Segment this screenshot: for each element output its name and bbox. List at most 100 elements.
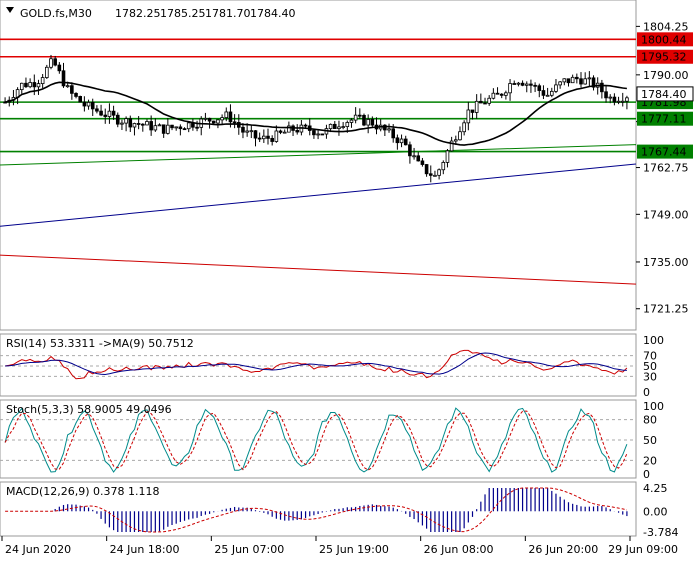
trend-line [0, 254, 636, 285]
candle-body [28, 82, 32, 88]
candle-body [358, 114, 362, 117]
candle-body [399, 138, 404, 144]
candle-body [587, 77, 592, 80]
support-level-label: 1777.11 [641, 113, 687, 126]
candle-body [424, 164, 429, 175]
candle-body [153, 125, 158, 131]
axis-tick-label: 20 [643, 454, 657, 467]
candle-body [499, 93, 504, 96]
candle-body [433, 174, 437, 177]
candle-body [65, 85, 70, 88]
macd-pane[interactable]: MACD(12,26,9) 0.378 1.118 4.25 0.00 -3.784 [0, 481, 678, 539]
candle-body [345, 122, 350, 127]
candle-body [600, 82, 604, 93]
candle-body [408, 144, 412, 157]
candle-body [99, 110, 103, 116]
symbol-header: GOLD.fs,M30 1782.25 1785.25 1781.70 1784… [6, 7, 296, 20]
candle-body [216, 119, 220, 124]
macd-axis-ticks: 4.25 0.00 -3.784 [643, 482, 678, 539]
candle-body [516, 82, 521, 85]
price-tick-label: 1721.25 [643, 303, 689, 316]
candle-body [257, 137, 262, 140]
candle-body [549, 90, 554, 96]
candle-body [274, 130, 279, 142]
candle-body [383, 124, 387, 131]
candle-body [32, 82, 37, 88]
resistance-level-label: 1800.44 [641, 33, 687, 46]
candle-body [566, 78, 571, 84]
price-tick-label: 1749.00 [643, 208, 689, 221]
candle-body [178, 126, 183, 130]
candle-body [111, 110, 116, 116]
time-tick-label: 25 Jun 19:00 [319, 543, 389, 556]
candle-body [458, 131, 462, 141]
candle-body [232, 121, 237, 124]
axis-tick-label: 50 [643, 434, 657, 447]
price-tick-label: 1804.25 [643, 20, 689, 33]
macd-signal-line [5, 487, 628, 533]
candle-body [391, 128, 396, 139]
candle-body [370, 119, 375, 126]
candle-body [266, 135, 270, 139]
candle-body [95, 108, 99, 112]
candle-body [107, 110, 112, 117]
axis-tick-label: 0.00 [643, 505, 668, 518]
candle-body [579, 78, 583, 85]
candle-body [145, 121, 149, 126]
candle-body [86, 102, 91, 107]
candle-body [45, 66, 49, 78]
rsi-pane[interactable]: RSI(14) 53.3311 ->MA(9) 50.7512 100 70503… [0, 333, 664, 399]
current-price-label: 1784.40 [641, 88, 687, 101]
candle-body [462, 122, 466, 133]
candle-body [470, 109, 475, 113]
level-labels: 1800.441795.321781.981777.111767.441784.… [636, 32, 694, 159]
candle-body [512, 83, 517, 85]
candle-body [36, 83, 41, 88]
price-pane[interactable]: 1804.251790.001776.251762.751749.001735.… [0, 0, 694, 331]
candle-body [49, 58, 53, 68]
candle-body [241, 126, 245, 133]
price-axis-ticks: 1804.251790.001776.251762.751749.001735.… [636, 20, 689, 316]
resistance-level-badge [637, 32, 693, 47]
candle-body [570, 76, 575, 84]
candle-body [332, 123, 337, 129]
stoch-label: Stoch(5,3,3) 58.9005 49.0496 [6, 403, 172, 416]
candle-body [420, 160, 425, 165]
candle-body [78, 96, 83, 103]
candle-body [483, 102, 487, 105]
current-price-badge [636, 86, 694, 102]
chart-menu-triangle-icon [6, 7, 14, 13]
candle-body [428, 173, 433, 176]
candle-body [249, 130, 254, 133]
rsi-label: RSI(14) 53.3311 ->MA(9) 50.7512 [6, 337, 194, 350]
candle-body [262, 135, 266, 140]
candle-body [591, 77, 596, 88]
candle-body [328, 123, 333, 130]
candle-body [103, 114, 108, 117]
candle-body [366, 119, 370, 126]
candle-body [40, 77, 45, 85]
axis-tick-label: 100 [643, 334, 664, 347]
candle-body [282, 131, 287, 134]
candle-body [479, 100, 483, 104]
candle-body [495, 92, 500, 95]
time-tick-label: 26 Jun 20:00 [528, 543, 598, 556]
candle-body [170, 124, 174, 129]
trend-line [0, 144, 636, 166]
candle-body [520, 82, 525, 86]
time-axis: 24 Jun 2020 24 Jun 18:00 25 Jun 07:00 25 Ju… [1, 536, 678, 556]
axis-tick-label: 70 [643, 350, 657, 363]
candle-body [504, 92, 508, 96]
candle-body [608, 96, 613, 99]
macd-histogram [54, 488, 628, 532]
price-tick-label: 1735.00 [643, 256, 689, 269]
time-tick-label: 24 Jun 18:00 [110, 543, 180, 556]
trend-line [0, 163, 636, 227]
candle-body [554, 84, 558, 92]
stoch-levels [0, 419, 636, 461]
candle-body [441, 162, 446, 171]
candle-body [220, 117, 224, 121]
